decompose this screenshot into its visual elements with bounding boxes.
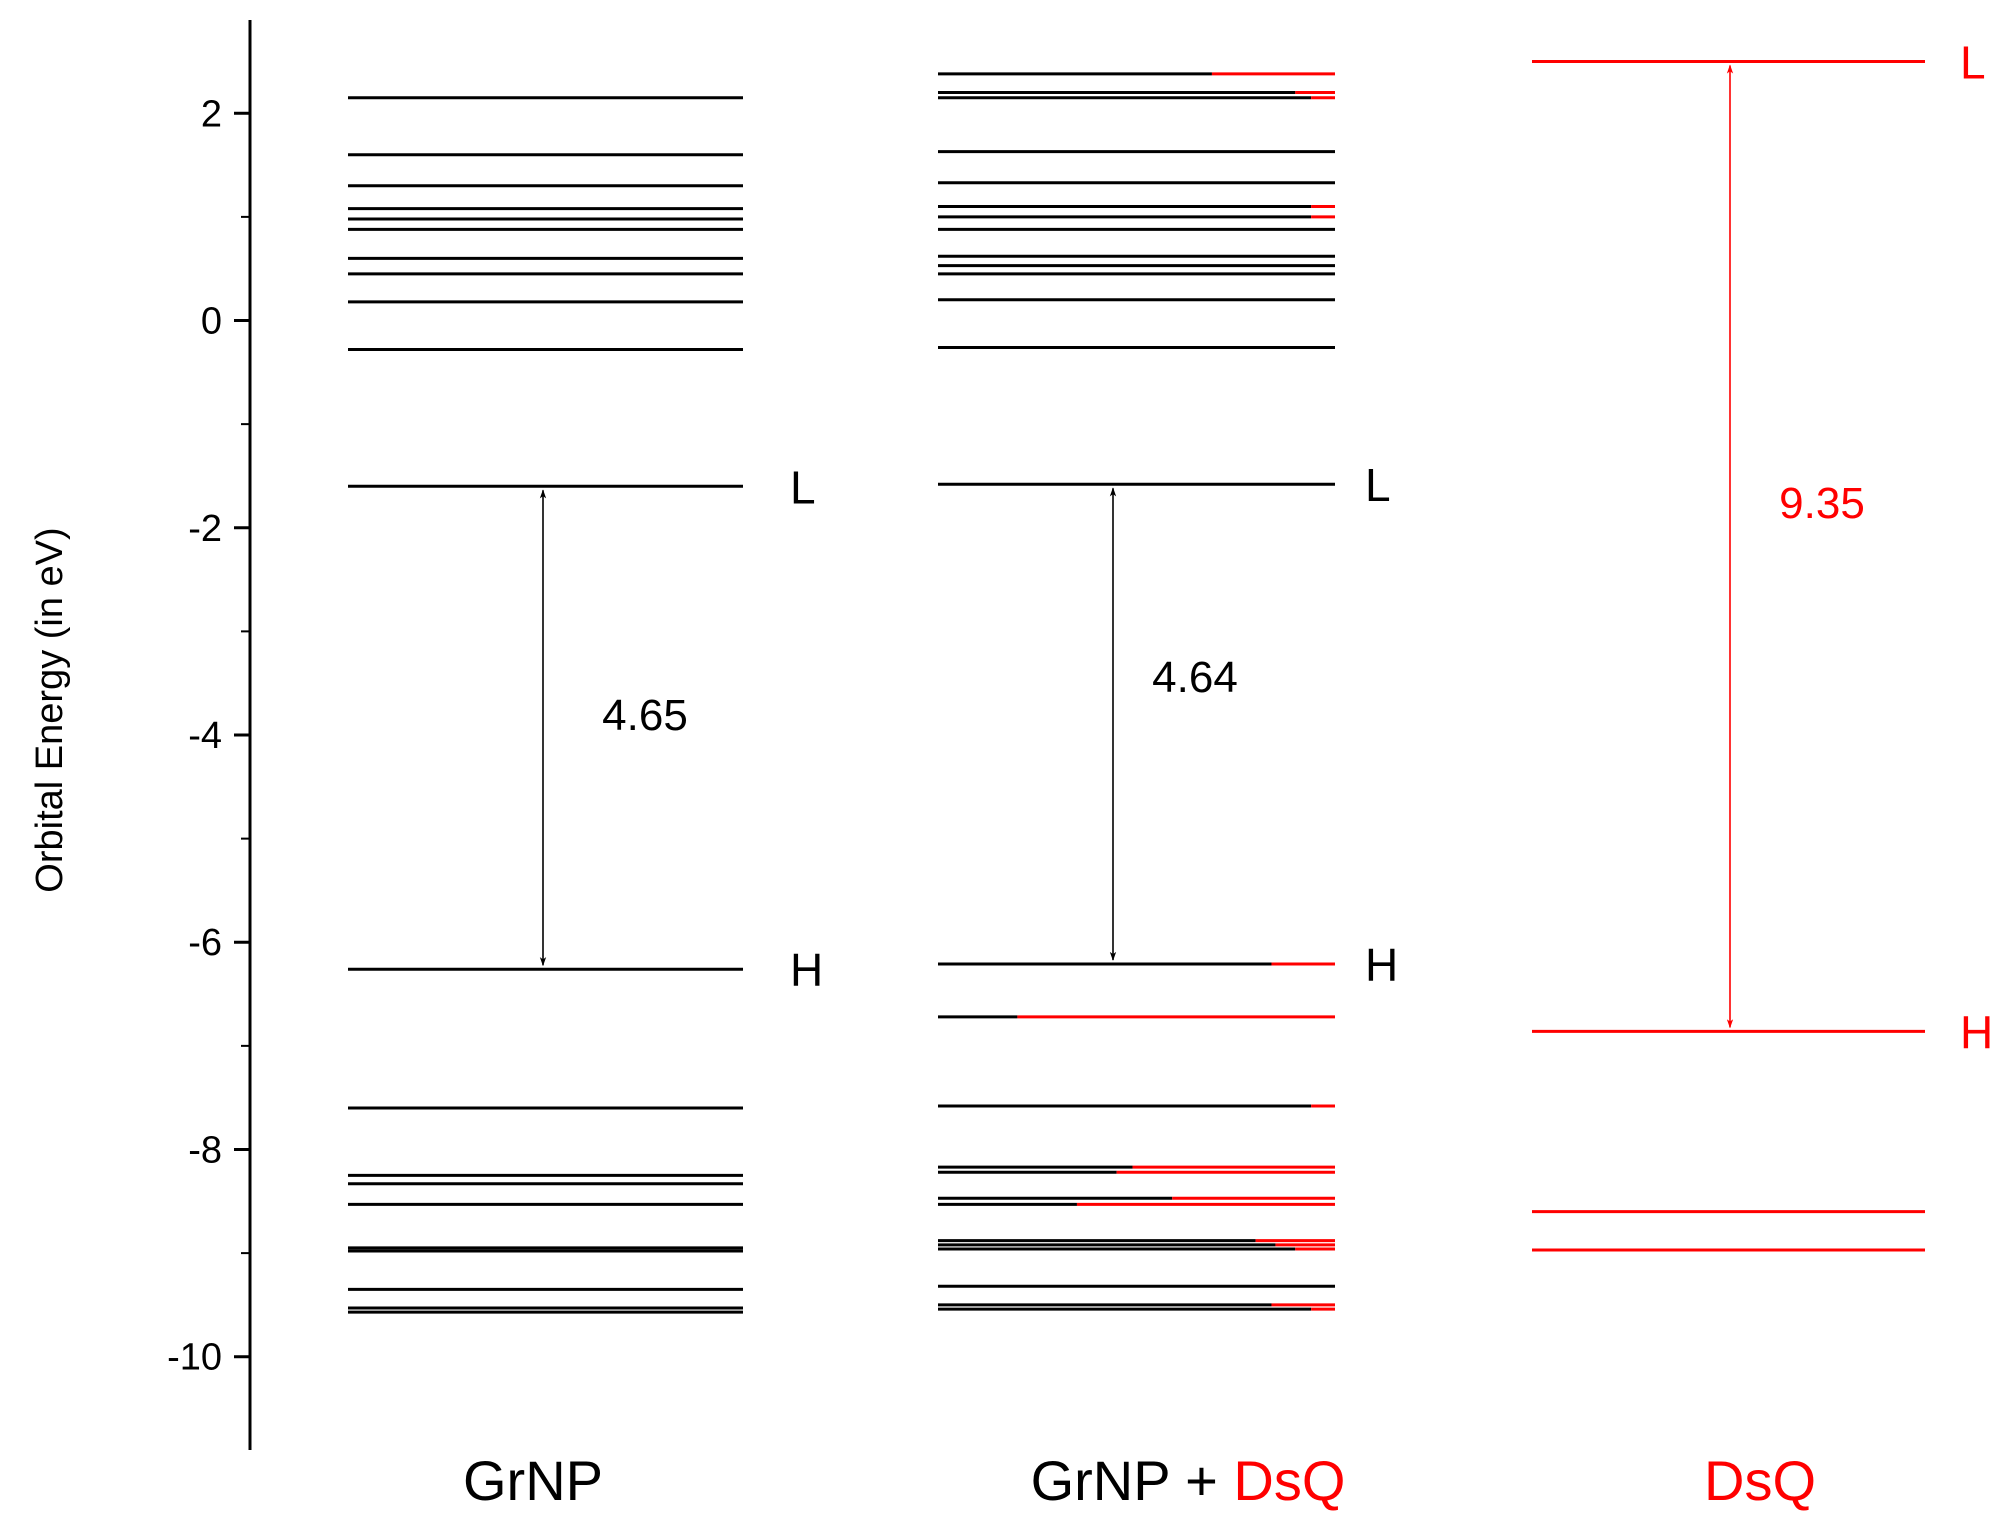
- y-tick-label: -6: [188, 922, 222, 964]
- lumo-label: L: [790, 461, 816, 513]
- y-tick-label: -10: [167, 1337, 222, 1379]
- lumo-label: L: [1365, 459, 1391, 511]
- column-label: GrNP: [463, 1449, 603, 1512]
- y-tick-label: -4: [188, 715, 222, 757]
- gap-value-label: 4.65: [602, 691, 688, 740]
- y-tick-label: -8: [188, 1129, 222, 1171]
- column-1: [348, 96, 743, 1314]
- column-2: [938, 72, 1335, 1311]
- annotations: L H 4.65 L H 4.64 L H 9.35: [539, 36, 1993, 1058]
- homo-label: H: [790, 944, 823, 996]
- column-label-part: DsQ: [1233, 1449, 1345, 1512]
- y-tick-label: -2: [188, 508, 222, 550]
- y-axis: Orbital Energy (in eV) -10 -8 -6 -4 -2 0 2: [29, 20, 252, 1450]
- y-axis-title: Orbital Energy (in eV): [29, 527, 71, 892]
- gap-value-label: 9.35: [1779, 479, 1865, 528]
- gap-value-label: 4.64: [1152, 653, 1238, 702]
- homo-label: H: [1960, 1006, 1993, 1058]
- homo-label: H: [1365, 939, 1398, 991]
- column-label-part: DsQ: [1704, 1449, 1816, 1512]
- lumo-label: L: [1960, 36, 1986, 88]
- column-labels: GrNP GrNP + DsQ DsQ: [463, 1449, 1816, 1512]
- column-3: [1532, 59, 1925, 1252]
- orbital-levels: [348, 59, 1925, 1314]
- column-label: DsQ: [1704, 1449, 1816, 1512]
- column-label: GrNP + DsQ: [1031, 1449, 1346, 1512]
- y-tick-label: 2: [201, 93, 222, 135]
- column-label-part: GrNP: [463, 1449, 603, 1512]
- y-tick-label: 0: [201, 301, 222, 343]
- column-label-part: GrNP +: [1031, 1449, 1234, 1512]
